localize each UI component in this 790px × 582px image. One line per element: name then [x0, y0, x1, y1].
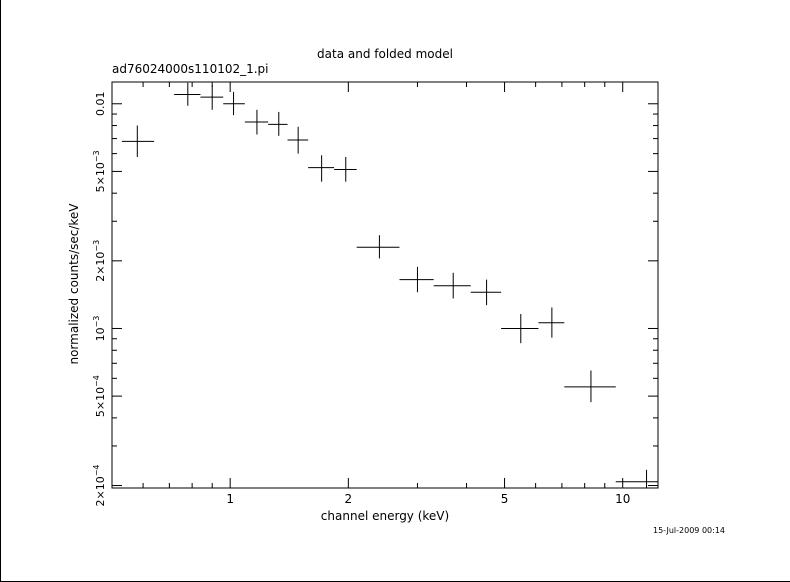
- chart-title: data and folded model: [317, 47, 453, 61]
- data-point: [287, 126, 309, 154]
- data-point: [223, 91, 245, 116]
- y-axis-label: normalized counts/sec/keV: [67, 203, 81, 365]
- timestamp: 15-Jul-2009 00:14: [653, 526, 725, 535]
- plot-frame: [111, 81, 659, 489]
- y-tick-label: 5×10−3: [92, 150, 107, 192]
- axis-ticks: [111, 82, 658, 488]
- y-tick-label: 5×10−4: [92, 375, 107, 417]
- x-tick-label: 2: [345, 492, 353, 506]
- data-point: [433, 272, 471, 299]
- data-points: [121, 82, 658, 488]
- data-point: [615, 469, 658, 488]
- y-tick-label: 2×10−3: [92, 240, 107, 282]
- data-point: [538, 307, 565, 338]
- data-point: [470, 279, 502, 306]
- data-point: [174, 82, 201, 106]
- data-point: [268, 111, 288, 136]
- data-point: [356, 235, 400, 259]
- x-tick-label: 10: [615, 492, 630, 506]
- y-tick-label: 10−3: [92, 316, 107, 342]
- data-point: [501, 313, 539, 344]
- data-point: [121, 125, 155, 157]
- window-left-border: [0, 0, 1, 582]
- data-point: [308, 155, 335, 182]
- data-point: [244, 109, 269, 135]
- data-point: [399, 266, 434, 293]
- data-point: [334, 156, 357, 182]
- x-tick-label: 1: [226, 492, 234, 506]
- data-point: [564, 370, 616, 403]
- chart-subtitle: ad76024000s110102_1.pi: [112, 62, 269, 76]
- y-tick-label: 2×10−4: [92, 464, 107, 506]
- y-tick-label: 0.01: [94, 92, 107, 117]
- x-axis-label: channel energy (keV): [321, 509, 449, 523]
- data-point: [200, 85, 224, 110]
- x-tick-label: 5: [501, 492, 509, 506]
- tick-labels: 1 2 5 10 2×10−4 5×10−4 10−3 2×10−3 5×10−3 0.01: [92, 92, 630, 507]
